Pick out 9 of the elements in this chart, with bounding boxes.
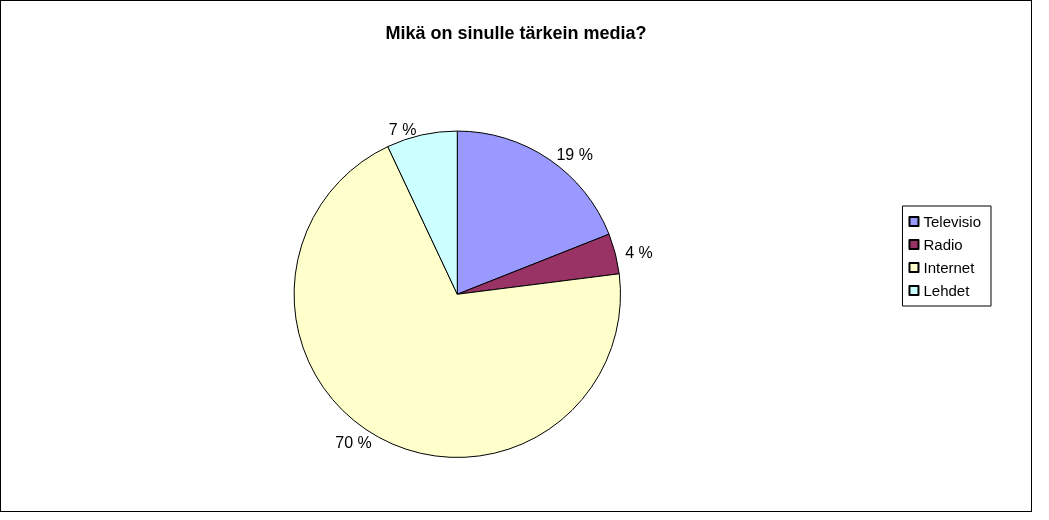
- chart-title: Mikä on sinulle tärkein media?: [385, 23, 647, 43]
- data-label: 70 %: [335, 434, 372, 452]
- data-label: 19 %: [556, 145, 593, 163]
- data-label: 4 %: [625, 243, 653, 261]
- data-label: 7 %: [388, 120, 417, 138]
- legend-label: Internet: [923, 259, 976, 276]
- legend-label: Lehdet: [923, 282, 971, 299]
- legend-label: Radio: [923, 236, 963, 253]
- legend-label: Televisio: [923, 213, 982, 230]
